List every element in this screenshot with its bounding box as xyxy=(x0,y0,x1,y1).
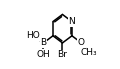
Text: Br: Br xyxy=(57,50,67,59)
Text: O: O xyxy=(78,38,85,47)
Text: N: N xyxy=(69,17,75,26)
Text: HO: HO xyxy=(26,31,40,40)
Text: OH: OH xyxy=(37,50,50,59)
Text: B: B xyxy=(40,38,47,47)
Text: CH₃: CH₃ xyxy=(81,48,97,57)
